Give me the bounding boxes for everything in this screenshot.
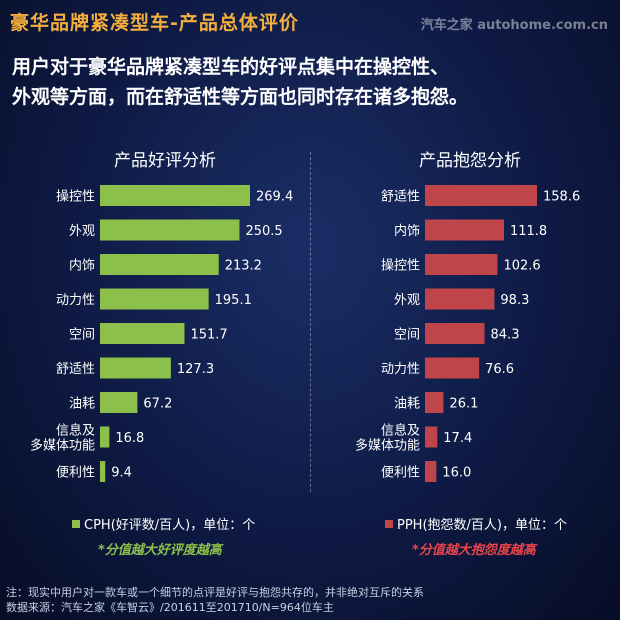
bar-negative-7	[425, 426, 438, 448]
category-label-positive-6: 油耗	[69, 397, 95, 412]
footer-source: 数据来源：汽车之家《车智云》/201611至201710/N=964位车主	[6, 601, 334, 614]
legend-label-negative: PPH(抱怨数/百人)，单位：个	[397, 518, 567, 533]
watermark-logo: 汽车之家 autohome.com.cn	[420, 18, 608, 33]
category-label-negative-8: 便利性	[381, 466, 420, 481]
bar-negative-5	[425, 357, 480, 379]
footer-note: 注：现实中用户对一款车或一个细节的点评是好评与抱怨共存的，并非绝对互斥的关系	[6, 586, 424, 599]
category-label-positive-4: 空间	[69, 328, 95, 343]
bar-negative-8	[425, 461, 437, 482]
data-label-negative-1: 111.8	[510, 224, 547, 239]
bar-positive-0	[100, 185, 250, 206]
bar-positive-4	[100, 323, 185, 344]
chart-title-positive: 产品好评分析	[114, 151, 216, 171]
bar-positive-2	[100, 254, 219, 275]
headline-line-1: 用户对于豪华品牌紧凑型车的好评点集中在操控性、	[12, 56, 450, 78]
category-label-positive-5: 舒适性	[56, 362, 95, 377]
panel-divider	[310, 152, 311, 492]
data-label-negative-7: 17.4	[443, 431, 472, 446]
page-title: 豪华品牌紧凑型车-产品总体评价	[10, 12, 299, 34]
legend-positive: CPH(好评数/百人)，单位：个	[72, 514, 255, 533]
data-label-negative-6: 26.1	[449, 397, 478, 412]
bar-negative-4	[425, 323, 485, 344]
data-label-positive-7: 16.8	[115, 431, 144, 446]
footer: 注：现实中用户对一款车或一个细节的点评是好评与抱怨共存的，并非绝对互斥的关系 数…	[6, 585, 424, 615]
legend-negative: PPH(抱怨数/百人)，单位：个	[385, 514, 567, 533]
category-label-positive-3: 动力性	[56, 293, 95, 308]
bar-positive-5	[100, 357, 171, 379]
chart-title-negative: 产品抱怨分析	[419, 151, 521, 171]
data-label-negative-5: 76.6	[485, 362, 514, 377]
category-label-positive-8: 便利性	[56, 466, 95, 481]
bar-negative-3	[425, 288, 495, 310]
data-label-negative-0: 158.6	[543, 190, 580, 205]
category-label-negative-7: 信息及多媒体功能	[355, 423, 420, 454]
bar-positive-7	[100, 426, 110, 448]
data-label-positive-2: 213.2	[225, 259, 262, 274]
data-label-negative-8: 16.0	[442, 466, 471, 481]
category-label-negative-1: 内饰	[394, 223, 420, 239]
category-label-negative-2: 操控性	[381, 258, 420, 274]
category-label-negative-0: 舒适性	[381, 190, 420, 205]
data-label-positive-1: 250.5	[245, 224, 282, 239]
data-label-negative-3: 98.3	[500, 293, 529, 308]
headline: 用户对于豪华品牌紧凑型车的好评点集中在操控性、 外观等方面，而在舒适性等方面也同…	[12, 52, 612, 112]
legend-swatch-positive	[72, 520, 80, 528]
data-label-negative-4: 84.3	[491, 328, 520, 343]
bar-positive-6	[100, 392, 138, 413]
data-label-positive-3: 195.1	[215, 293, 252, 308]
category-label-positive-7: 信息及多媒体功能	[30, 423, 95, 454]
bar-negative-6	[425, 392, 444, 413]
headline-line-2: 外观等方面，而在舒适性等方面也同时存在诸多抱怨。	[12, 86, 469, 108]
legend-label-positive: CPH(好评数/百人)，单位：个	[84, 518, 256, 533]
bar-negative-1	[425, 219, 504, 241]
bar-negative-0	[425, 185, 537, 206]
category-label-positive-0: 操控性	[56, 189, 95, 205]
data-label-positive-8: 9.4	[111, 466, 132, 481]
data-label-positive-6: 67.2	[143, 397, 172, 412]
category-label-negative-5: 动力性	[381, 362, 420, 377]
note-negative: *分值越大抱怨度越高	[412, 543, 536, 558]
legend-swatch-negative	[385, 520, 393, 528]
bar-negative-2	[425, 254, 498, 275]
category-label-positive-2: 内饰	[69, 258, 95, 274]
bar-positive-3	[100, 288, 209, 310]
category-label-positive-1: 外观	[69, 224, 95, 239]
data-label-positive-5: 127.3	[177, 362, 214, 377]
data-label-negative-2: 102.6	[503, 259, 540, 274]
category-label-negative-4: 空间	[394, 328, 420, 343]
data-label-positive-4: 151.7	[190, 328, 227, 343]
bar-positive-8	[100, 461, 106, 482]
note-positive: *分值越大好评度越高	[98, 543, 222, 558]
category-label-negative-3: 外观	[394, 293, 420, 308]
bar-positive-1	[100, 219, 240, 241]
data-label-positive-0: 269.4	[256, 190, 293, 205]
category-label-negative-6: 油耗	[394, 397, 420, 412]
